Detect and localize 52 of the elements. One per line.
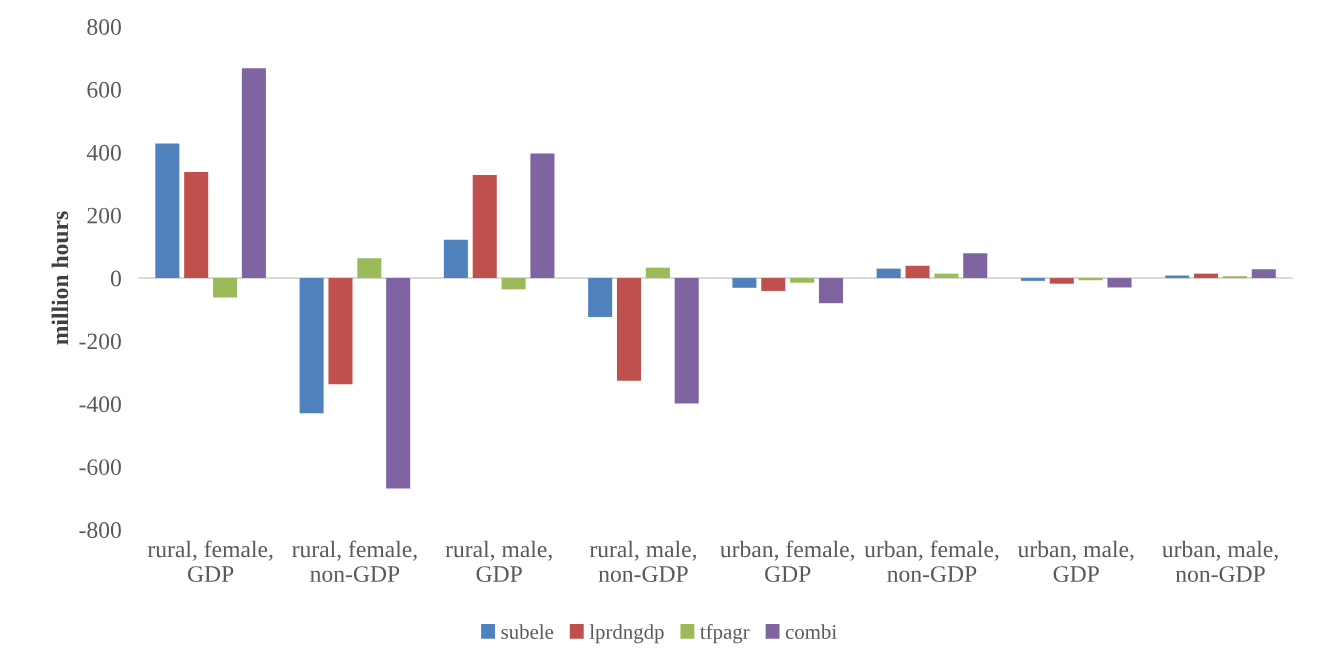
bar [328,278,353,385]
x-tick-label: urban, male, GDP [1017,540,1134,583]
bar [645,267,670,279]
x-tick-label: rural, female, non-GDP [292,540,417,583]
bar [616,278,642,381]
bar [790,278,815,283]
x-tick-label: rural, male, non-GDP [589,540,697,583]
legend-label: tfpagr [700,624,750,644]
bar [1049,278,1074,284]
bar [588,278,613,318]
y-tick-label: -200 [79,333,121,350]
bar [905,265,930,279]
bar [934,273,959,279]
bar [1020,278,1045,281]
legend-label: lprdngdp [589,624,664,644]
y-tick-label: 800 [87,18,121,35]
x-tick-label: urban, female, GDP [720,540,855,583]
y-tick-label: 200 [87,207,121,224]
bar [876,268,901,279]
bar [963,253,988,279]
y-tick-label: -800 [79,522,121,539]
y-tick-label: 0 [110,270,121,287]
bar [386,278,411,489]
bar [1194,273,1219,279]
y-tick-label: -400 [79,396,121,413]
bar [501,278,526,290]
y-axis-title: million hours [51,211,69,345]
bar [155,143,180,279]
bar [1107,278,1132,288]
bar [674,278,699,404]
bar [818,278,843,304]
bar [732,278,757,288]
y-tick-label: 600 [87,81,121,98]
x-tick-label: urban, male, non-GDP [1162,540,1278,583]
x-tick-label: rural, male, GDP [445,540,552,583]
y-tick-label: 400 [86,144,121,161]
x-tick-label: rural, female, GDP [147,540,273,583]
legend-label: subele [501,624,554,639]
bar [357,258,382,279]
bar [472,174,497,279]
bar [1078,278,1103,281]
bar [213,278,238,298]
bar [184,172,209,279]
bar [299,278,324,414]
y-tick-label: -600 [79,459,121,476]
legend-label: combi [785,624,837,639]
x-tick-label: urban, female, non-GDP [864,540,999,583]
bar [1251,269,1276,279]
bar [443,239,468,279]
bar [530,153,555,279]
bar [761,278,786,291]
bar [241,68,266,279]
